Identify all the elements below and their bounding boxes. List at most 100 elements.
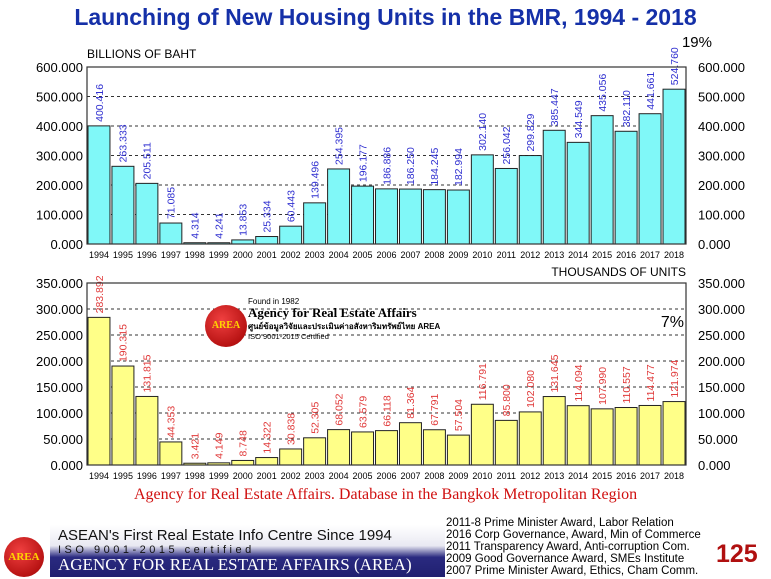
bar-2016	[614, 130, 638, 245]
x-tick-label: 1994	[89, 471, 109, 481]
data-label: 3.421	[190, 433, 202, 459]
x-tick-label: 2009	[448, 250, 468, 260]
data-label: 114.477	[645, 364, 657, 401]
data-label: 4.149	[214, 432, 226, 458]
data-label: 283.892	[94, 275, 106, 313]
data-label: 57.504	[453, 399, 465, 431]
bar-2013	[542, 129, 566, 245]
y-tick-label-left: 400.000	[36, 119, 83, 134]
x-tick-label: 2016	[616, 250, 636, 260]
data-label: 256.042	[501, 126, 513, 164]
x-tick-label: 1999	[209, 471, 229, 481]
bar-2017	[638, 113, 662, 245]
footer-tagline: ASEAN's First Real Estate Info Centre Si…	[58, 527, 392, 544]
y-tick-label-right: 150.000	[698, 380, 745, 395]
y-tick-label-left: 0.000	[50, 237, 83, 252]
plot-frame	[86, 282, 687, 466]
x-tick-label: 2014	[568, 471, 588, 481]
bar-2015	[590, 115, 614, 245]
bar-1996	[135, 395, 159, 466]
bar-2018	[662, 88, 686, 245]
bar-2012	[518, 155, 542, 245]
bar-2000	[231, 239, 255, 245]
bar-2002	[279, 225, 303, 245]
bar-2012	[518, 411, 542, 466]
plot-frame	[86, 66, 687, 245]
x-tick-label: 2006	[376, 471, 396, 481]
bar-2005	[351, 431, 375, 466]
x-tick-label: 2007	[400, 471, 420, 481]
bar-2010	[470, 154, 494, 245]
y-tick-label-left: 200.000	[36, 178, 83, 193]
x-tick-label: 2018	[664, 471, 684, 481]
data-label: 4.314	[190, 212, 202, 238]
footer-logo: AREA	[4, 537, 44, 577]
data-label: 205.511	[142, 142, 154, 179]
bar-1997	[159, 441, 183, 466]
y-tick-label-right: 200.000	[698, 354, 745, 369]
data-label: 186.886	[381, 147, 393, 185]
y-axis-label: THOUSANDS OF UNITS	[551, 265, 686, 279]
data-label: 71.085	[166, 187, 178, 219]
data-label: 139.496	[309, 161, 321, 199]
bar-2011	[494, 419, 518, 466]
y-tick-label-left: 300.000	[36, 149, 83, 164]
bar-2001	[255, 236, 279, 245]
data-label: 302.140	[477, 113, 489, 151]
y-tick-label-left: 150.000	[36, 380, 83, 395]
y-tick-label-left: 100.000	[36, 406, 83, 421]
x-tick-label: 2009	[448, 471, 468, 481]
y-tick-label-right: 300.000	[698, 149, 745, 164]
footer-org-name: AGENCY FOR REAL ESTATE AFFAIRS (AREA)	[58, 555, 412, 574]
bar-2007	[398, 422, 422, 466]
data-label: 524.760	[669, 47, 681, 85]
y-tick-label-right: 200.000	[698, 178, 745, 193]
bar-2004	[327, 168, 351, 245]
data-label: 107.990	[597, 367, 609, 405]
y-tick-label-left: 50.000	[43, 432, 83, 447]
x-tick-label: 1998	[185, 250, 205, 260]
x-tick-label: 1997	[161, 471, 181, 481]
bar-1995	[111, 365, 135, 466]
y-tick-label-right: 0.000	[698, 237, 731, 252]
bar-2006	[375, 430, 398, 466]
data-label: 116.791	[477, 363, 489, 400]
x-tick-label: 1995	[113, 471, 133, 481]
chart-title: Launching of New Housing Units in the BM…	[74, 4, 697, 30]
x-tick-label: 1997	[161, 250, 181, 260]
logo-name: Agency for Real Estate Affairs	[248, 305, 417, 320]
data-label: 400.416	[94, 84, 106, 122]
y-tick-label-right: 400.000	[698, 119, 745, 134]
growth-annotation: 7%	[661, 314, 684, 331]
x-tick-label: 2001	[257, 250, 277, 260]
x-tick-label: 2015	[592, 250, 612, 260]
data-label: 63.579	[357, 396, 369, 428]
x-tick-label: 2005	[353, 471, 373, 481]
x-tick-label: 2011	[497, 471, 516, 481]
data-label: 182.994	[453, 148, 465, 186]
data-label: 254.395	[333, 127, 345, 165]
award-item: 2016 Corp Governance, Award, Min of Comm…	[446, 529, 701, 541]
y-axis-label: BILLIONS OF BAHT	[87, 47, 197, 61]
y-tick-label-right: 600.000	[698, 60, 745, 75]
bar-2008	[422, 429, 446, 466]
x-tick-label: 2002	[281, 471, 301, 481]
data-label: 81.364	[405, 386, 417, 418]
x-tick-label: 2003	[305, 250, 325, 260]
x-tick-label: 2008	[424, 250, 444, 260]
source-caption: Agency for Real Estate Affairs. Database…	[133, 486, 638, 503]
bar-2008	[422, 189, 446, 245]
y-tick-label-right: 300.000	[698, 302, 745, 317]
data-label: 186.250	[405, 147, 417, 185]
logo-thai-name: ศูนย์ข้อมูลวิจัยและประเมินค่าอสังหาริมทร…	[248, 322, 441, 331]
page-number: 125	[716, 540, 758, 568]
data-label: 190.315	[118, 324, 130, 362]
bar-2017	[638, 404, 662, 466]
awards-list: 2011-8 Prime Minister Award, Labor Relat…	[446, 517, 701, 577]
data-label: 435.056	[597, 74, 609, 112]
award-item: 2007 Prime Minister Award, Ethics, Cham …	[446, 565, 699, 577]
x-tick-label: 2004	[329, 471, 349, 481]
value-chart: 0.000 0.000 100.000 100.000 200.000 200.000 30…	[36, 34, 745, 260]
growth-annotation: 19%	[682, 34, 712, 51]
